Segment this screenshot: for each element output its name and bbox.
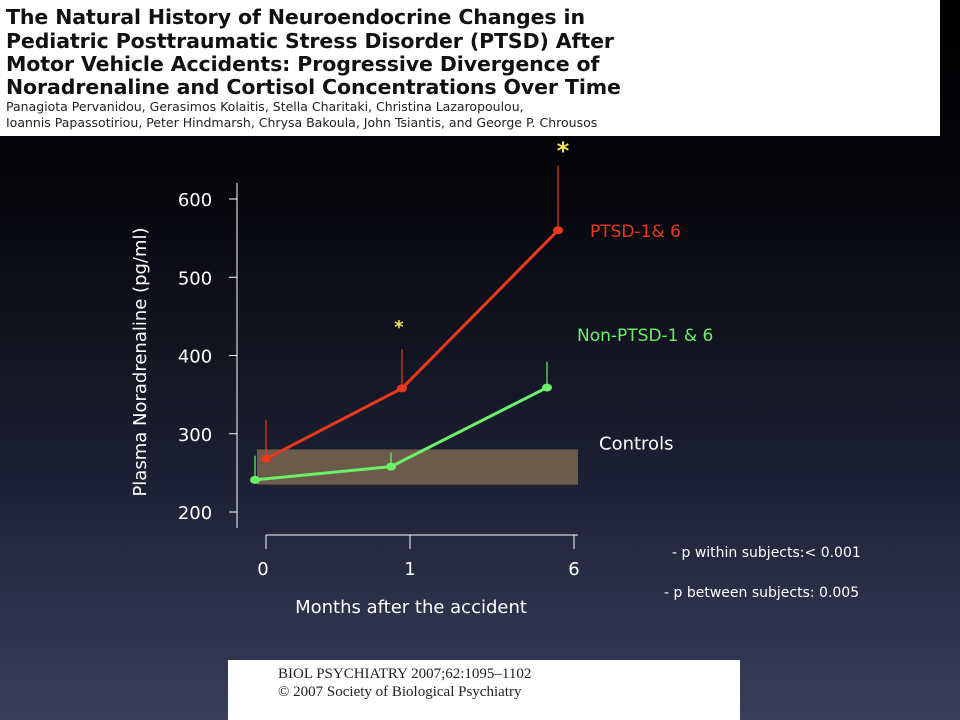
stat-note: - p between subjects: 0.005 <box>664 585 859 601</box>
authors-line: Panagiota Pervanidou, Gerasimos Kolaitis… <box>6 99 524 114</box>
y-tick-label: 600 <box>178 190 212 211</box>
title-line: Motor Vehicle Accidents: Progressive Div… <box>6 52 600 76</box>
citation-line: BIOL PSYCHIATRY 2007;62:1095–1102 <box>278 666 532 682</box>
title-line: Noradrenaline and Cortisol Concentration… <box>6 75 621 99</box>
data-point <box>397 384 407 393</box>
authors-line: Ioannis Papassotiriou, Peter Hindmarsh, … <box>6 115 598 130</box>
x-tick-label: 1 <box>404 559 415 580</box>
citation-line: © 2007 Society of Biological Psychiatry <box>278 684 522 700</box>
citation-box: BIOL PSYCHIATRY 2007;62:1095–1102 © 2007… <box>228 660 740 720</box>
stat-note: - p within subjects:< 0.001 <box>672 545 861 561</box>
control-band <box>257 449 578 485</box>
y-tick-label: 200 <box>178 503 212 524</box>
series-label: Non-PTSD-1 & 6 <box>577 326 713 346</box>
y-tick-label: 300 <box>178 425 212 446</box>
x-tick-label: 0 <box>257 559 268 580</box>
data-point <box>542 383 552 392</box>
title-line: Pediatric Posttraumatic Stress Disorder … <box>6 29 614 53</box>
data-point <box>250 475 260 484</box>
y-tick-label: 500 <box>178 268 212 289</box>
significance-star: * <box>394 317 404 338</box>
data-point <box>553 226 563 235</box>
significance-star: * <box>557 137 570 165</box>
data-point <box>386 462 396 471</box>
title-line: The Natural History of Neuroendocrine Ch… <box>6 5 585 29</box>
y-tick-label: 400 <box>178 347 212 368</box>
band-label: Controls <box>599 433 673 454</box>
y-axis-label: Plasma Noradrenaline (pg/ml) <box>130 227 151 496</box>
x-axis-label: Months after the accident <box>295 597 527 618</box>
data-point <box>261 454 271 463</box>
series-label: PTSD-1& 6 <box>590 222 681 242</box>
series-line <box>265 229 560 461</box>
article-header: The Natural History of Neuroendocrine Ch… <box>0 0 940 136</box>
x-tick-label: 6 <box>568 559 579 580</box>
